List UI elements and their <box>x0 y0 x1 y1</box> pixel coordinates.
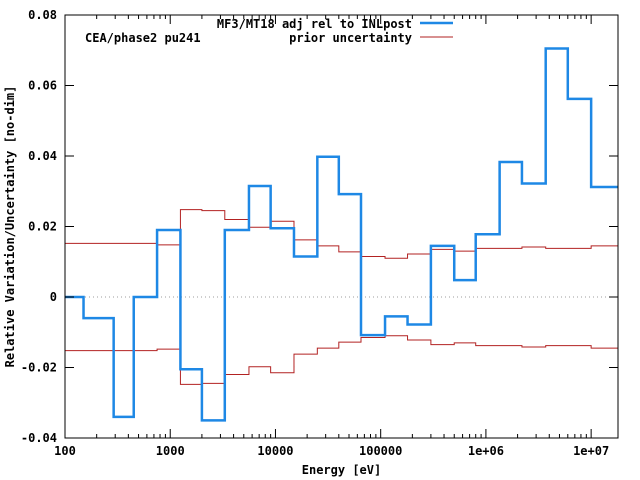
chart-annotation: CEA/phase2 pu241 <box>85 31 201 45</box>
y-axis-label: Relative Variation/Uncertainty [no-dim] <box>3 86 17 368</box>
x-axis-label: Energy [eV] <box>302 463 381 477</box>
y-tick-label: 0.04 <box>28 149 57 163</box>
tick-labels: 100 1000 10000 100000 1e+06 1e+07 -0.04 -0.02 0 0… <box>21 8 609 458</box>
series-adjustment <box>65 47 618 422</box>
series-prior-uncertainty-lower <box>65 335 618 385</box>
series-prior-uncertainty-upper <box>65 209 618 259</box>
y-tick-label: 0.02 <box>28 220 57 234</box>
legend-label-adj: MF3/MT18 adj rel to INLpost <box>217 17 412 31</box>
series-group <box>65 47 618 422</box>
y-tick-label: -0.04 <box>21 431 57 445</box>
ticks <box>64 14 618 439</box>
x-tick-label: 100 <box>54 444 76 458</box>
x-tick-label: 1000 <box>156 444 185 458</box>
y-tick-label: 0.08 <box>28 8 57 22</box>
y-tick-label: 0 <box>50 290 57 304</box>
y-tick-label: 0.06 <box>28 79 57 93</box>
x-tick-label: 1e+06 <box>468 444 504 458</box>
y-tick-label: -0.02 <box>21 361 57 375</box>
plot-frame <box>64 14 619 439</box>
x-tick-label: 1e+07 <box>573 444 609 458</box>
x-tick-label: 10000 <box>257 444 293 458</box>
legend: MF3/MT18 adj rel to INLpost prior uncert… <box>217 17 453 45</box>
legend-label-prior: prior uncertainty <box>289 31 412 45</box>
x-tick-label: 100000 <box>359 444 402 458</box>
